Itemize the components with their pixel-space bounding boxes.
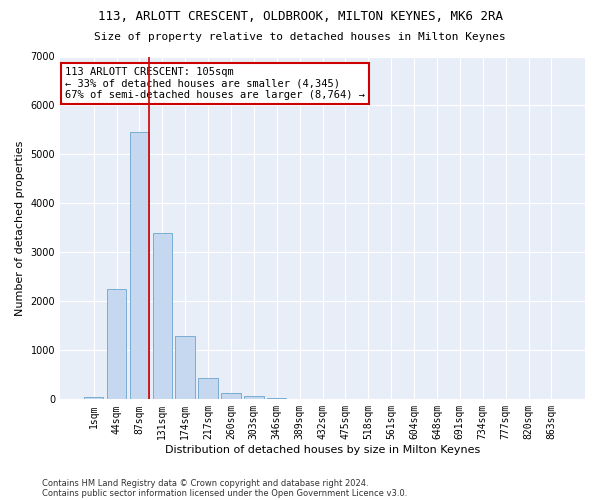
Bar — [84, 397, 103, 400]
X-axis label: Distribution of detached houses by size in Milton Keynes: Distribution of detached houses by size … — [165, 445, 480, 455]
Text: Contains public sector information licensed under the Open Government Licence v3: Contains public sector information licen… — [42, 488, 407, 498]
Text: 113, ARLOTT CRESCENT, OLDBROOK, MILTON KEYNES, MK6 2RA: 113, ARLOTT CRESCENT, OLDBROOK, MILTON K… — [97, 10, 503, 23]
Bar — [221, 394, 241, 400]
Bar — [175, 336, 195, 400]
Bar — [267, 398, 286, 400]
Bar — [130, 132, 149, 400]
Text: 113 ARLOTT CRESCENT: 105sqm
← 33% of detached houses are smaller (4,345)
67% of : 113 ARLOTT CRESCENT: 105sqm ← 33% of det… — [65, 67, 365, 100]
Bar — [199, 378, 218, 400]
Text: Contains HM Land Registry data © Crown copyright and database right 2024.: Contains HM Land Registry data © Crown c… — [42, 478, 368, 488]
Text: Size of property relative to detached houses in Milton Keynes: Size of property relative to detached ho… — [94, 32, 506, 42]
Bar — [244, 396, 263, 400]
Bar — [152, 233, 172, 400]
Y-axis label: Number of detached properties: Number of detached properties — [15, 140, 25, 316]
Bar — [107, 289, 126, 400]
